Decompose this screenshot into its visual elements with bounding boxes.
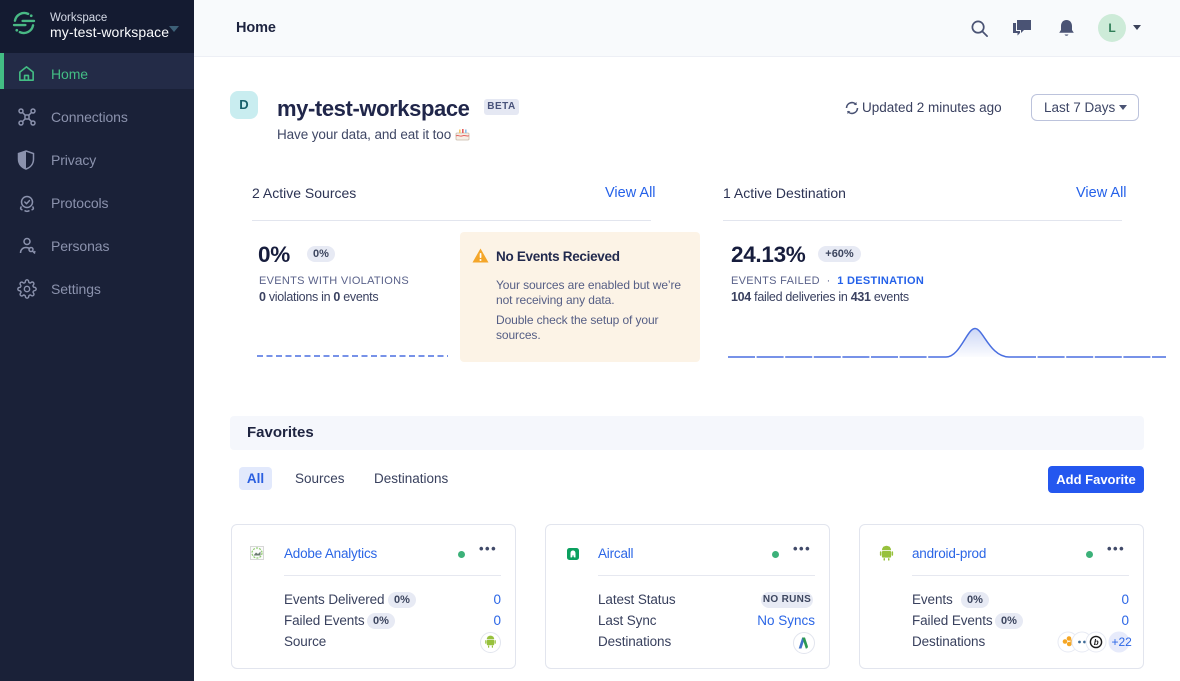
svg-text:+22: +22 [1112,635,1133,649]
svg-text:b: b [1094,638,1099,647]
